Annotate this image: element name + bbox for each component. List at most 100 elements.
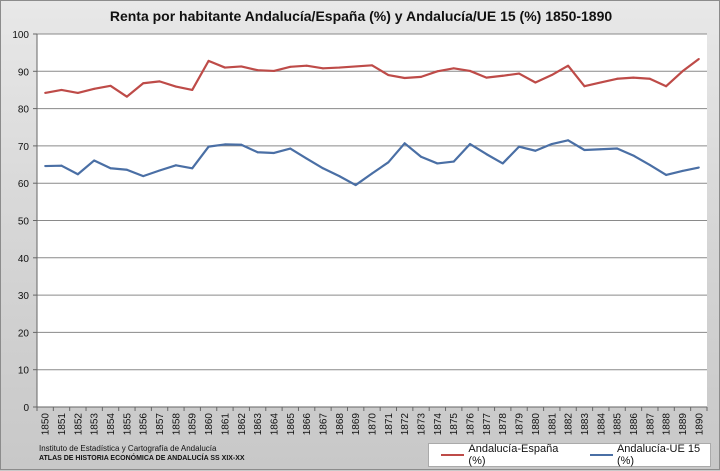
legend-item-andalucia-ue15: Andalucía-UE 15 (%) [589, 443, 710, 467]
data-point-0-1864 [272, 69, 275, 72]
data-point-0-1862 [240, 65, 243, 68]
data-point-1-1882 [567, 139, 570, 142]
y-tick-label-90: 90 [18, 67, 30, 78]
data-point-0-1874 [436, 70, 439, 73]
source-credits: Instituto de Estadística y Cartografía d… [39, 444, 245, 464]
data-point-0-1853 [93, 87, 96, 90]
x-tick-label-1887: 1887 [645, 413, 656, 436]
x-tick-label-1855: 1855 [122, 413, 133, 436]
data-point-1-1880 [534, 149, 537, 152]
x-tick-label-1863: 1863 [253, 413, 264, 436]
y-tick-label-20: 20 [18, 328, 30, 339]
data-point-0-1858 [174, 85, 177, 88]
data-point-0-1876 [469, 69, 472, 72]
legend-swatch-andalucia-espana [441, 454, 465, 456]
x-tick-label-1859: 1859 [188, 413, 199, 436]
data-point-0-1859 [191, 88, 194, 91]
x-tick-label-1890: 1890 [694, 413, 705, 436]
y-tick-label-50: 50 [18, 217, 30, 228]
data-point-0-1857 [158, 80, 161, 83]
data-point-1-1868 [338, 175, 341, 178]
y-tick-label-100: 100 [12, 30, 29, 41]
data-point-0-1884 [599, 81, 602, 84]
data-point-1-1887 [648, 163, 651, 166]
legend: Andalucía-España (%) Andalucía-UE 15 (%) [428, 443, 711, 467]
x-tick-label-1854: 1854 [106, 413, 117, 436]
data-point-0-1872 [403, 77, 406, 80]
x-tick-label-1870: 1870 [368, 413, 379, 436]
x-tick-label-1868: 1868 [335, 413, 346, 436]
data-point-1-1886 [632, 154, 635, 157]
data-point-0-1883 [583, 85, 586, 88]
data-point-1-1851 [60, 164, 63, 167]
data-point-1-1884 [599, 148, 602, 151]
y-tick-label-10: 10 [18, 366, 30, 377]
x-tick-label-1872: 1872 [400, 413, 411, 436]
data-point-1-1876 [469, 143, 472, 146]
x-tick-label-1879: 1879 [515, 413, 526, 436]
x-tick-label-1885: 1885 [613, 413, 624, 436]
data-point-1-1870 [371, 172, 373, 175]
data-point-1-1861 [223, 143, 226, 146]
data-point-1-1864 [272, 151, 275, 154]
data-point-0-1882 [567, 64, 570, 67]
data-point-0-1863 [256, 69, 259, 72]
x-tick-label-1865: 1865 [286, 413, 297, 436]
data-point-0-1851 [60, 88, 63, 91]
data-point-0-1881 [550, 74, 553, 77]
credits-line-1: Instituto de Estadística y Cartografía d… [39, 444, 217, 453]
data-point-1-1866 [305, 157, 308, 160]
data-point-0-1885 [616, 77, 619, 80]
data-point-1-1888 [665, 173, 668, 176]
data-point-1-1871 [387, 161, 390, 164]
x-tick-label-1851: 1851 [57, 413, 68, 436]
y-tick-label-30: 30 [18, 291, 30, 302]
data-point-1-1885 [616, 147, 619, 150]
y-tick-label-0: 0 [23, 403, 29, 414]
data-point-0-1861 [223, 66, 226, 69]
data-point-0-1889 [681, 70, 684, 73]
x-tick-label-1882: 1882 [564, 413, 575, 436]
x-tick-label-1869: 1869 [351, 413, 362, 436]
x-tick-label-1881: 1881 [547, 413, 558, 436]
x-tick-label-1852: 1852 [73, 413, 84, 436]
x-tick-label-1875: 1875 [449, 413, 460, 436]
data-point-0-1877 [485, 76, 488, 79]
y-tick-label-70: 70 [18, 142, 30, 153]
x-tick-label-1860: 1860 [204, 413, 215, 436]
x-tick-label-1862: 1862 [237, 413, 248, 436]
x-tick-label-1876: 1876 [466, 413, 477, 436]
data-point-1-1863 [256, 151, 259, 154]
y-tick-label-60: 60 [18, 179, 30, 190]
data-point-0-1868 [338, 66, 341, 69]
data-point-0-1866 [305, 64, 308, 67]
data-point-1-1852 [76, 173, 79, 176]
x-tick-label-1857: 1857 [155, 413, 166, 436]
x-tick-label-1886: 1886 [629, 413, 640, 436]
data-point-0-1870 [371, 64, 373, 67]
data-point-1-1867 [321, 167, 324, 170]
legend-label-andalucia-espana: Andalucía-España (%) [468, 443, 559, 467]
data-point-1-1881 [550, 143, 553, 146]
data-point-1-1869 [354, 184, 357, 187]
x-tick-label-1850: 1850 [41, 413, 52, 436]
y-tick-label-40: 40 [18, 254, 30, 265]
data-point-1-1879 [518, 145, 521, 148]
x-tick-label-1883: 1883 [580, 413, 591, 436]
y-tick-label-80: 80 [18, 105, 30, 116]
data-point-1-1889 [681, 169, 684, 172]
data-point-1-1850 [44, 165, 47, 168]
data-point-0-1880 [534, 81, 537, 84]
data-point-1-1856 [142, 175, 145, 178]
data-point-0-1888 [665, 85, 668, 88]
data-point-0-1860 [207, 59, 210, 62]
data-point-0-1871 [387, 74, 390, 77]
data-point-1-1858 [174, 164, 177, 167]
data-point-0-1890 [697, 57, 700, 60]
data-point-0-1873 [420, 75, 423, 78]
data-point-0-1875 [452, 67, 455, 70]
data-point-1-1873 [420, 155, 423, 158]
x-tick-label-1874: 1874 [433, 413, 444, 436]
